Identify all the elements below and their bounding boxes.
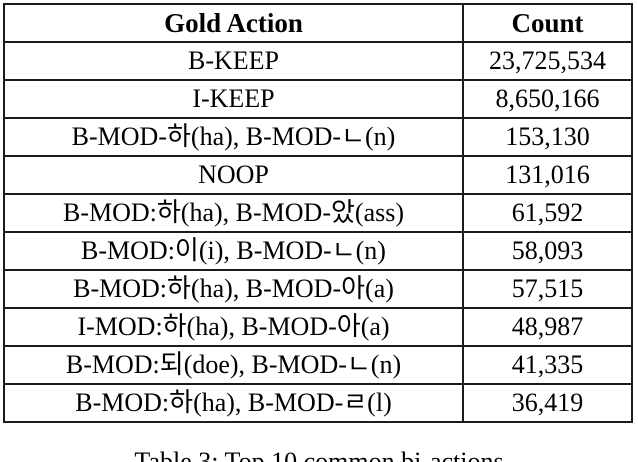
count-cell: 58,093 — [462, 231, 633, 271]
column-header-count: Count — [462, 3, 633, 43]
gold-action-cell: NOOP — [3, 155, 464, 195]
table-row: I-MOD:하(ha), B-MOD-아(a) 48,987 — [3, 307, 633, 347]
table-row: B-MOD:되(doe), B-MOD-ㄴ(n) 41,335 — [3, 345, 633, 385]
gold-action-cell: B-MOD:하(ha), B-MOD-았(ass) — [3, 193, 464, 233]
table-row: B-MOD:이(i), B-MOD-ㄴ(n) 58,093 — [3, 231, 633, 271]
count-cell: 8,650,166 — [462, 79, 633, 119]
gold-action-cell: B-MOD:하(ha), B-MOD-ㄹ(l) — [3, 383, 464, 423]
gold-action-cell: B-KEEP — [3, 41, 464, 81]
count-cell: 41,335 — [462, 345, 633, 385]
table-caption: Table 3: Top 10 common bi-actions — [134, 447, 504, 462]
table-header-row: Gold Action Count — [3, 3, 633, 43]
gold-action-count-table: Gold Action Count B-KEEP 23,725,534 I-KEEP… — [3, 3, 633, 423]
count-cell: 57,515 — [462, 269, 633, 309]
count-cell: 131,016 — [462, 155, 633, 195]
column-header-gold-action: Gold Action — [3, 3, 464, 43]
count-cell: 61,592 — [462, 193, 633, 233]
count-cell: 153,130 — [462, 117, 633, 157]
gold-action-cell: B-MOD-하(ha), B-MOD-ㄴ(n) — [3, 117, 464, 157]
table-row: I-KEEP 8,650,166 — [3, 79, 633, 119]
count-cell: 48,987 — [462, 307, 633, 347]
count-cell: 23,725,534 — [462, 41, 633, 81]
count-cell: 36,419 — [462, 383, 633, 423]
gold-action-cell: I-KEEP — [3, 79, 464, 119]
table-row: B-MOD-하(ha), B-MOD-ㄴ(n) 153,130 — [3, 117, 633, 157]
gold-action-cell: B-MOD:이(i), B-MOD-ㄴ(n) — [3, 231, 464, 271]
gold-action-cell: I-MOD:하(ha), B-MOD-아(a) — [3, 307, 464, 347]
table-row: NOOP 131,016 — [3, 155, 633, 195]
gold-action-cell: B-MOD:되(doe), B-MOD-ㄴ(n) — [3, 345, 464, 385]
table-row: B-KEEP 23,725,534 — [3, 41, 633, 81]
table-row: B-MOD:하(ha), B-MOD-아(a) 57,515 — [3, 269, 633, 309]
gold-action-cell: B-MOD:하(ha), B-MOD-아(a) — [3, 269, 464, 309]
table-row: B-MOD:하(ha), B-MOD-ㄹ(l) 36,419 — [3, 383, 633, 423]
table-row: B-MOD:하(ha), B-MOD-았(ass) 61,592 — [3, 193, 633, 233]
